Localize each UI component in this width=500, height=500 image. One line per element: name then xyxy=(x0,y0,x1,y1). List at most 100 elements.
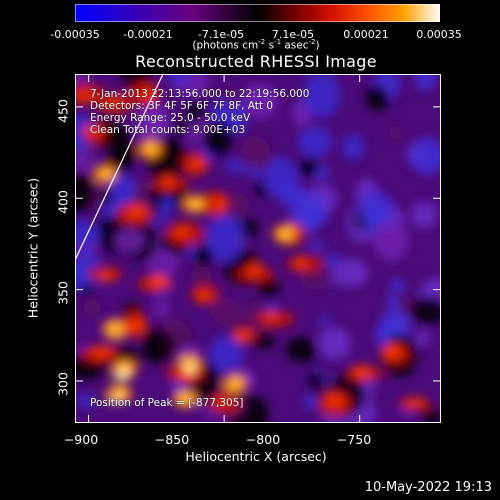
intensity-blob xyxy=(228,378,242,390)
intensity-blob xyxy=(285,337,318,363)
timestamp: 10-May-2022 19:13 xyxy=(364,480,492,495)
intensity-blob xyxy=(222,191,250,220)
intensity-blob xyxy=(126,318,146,334)
intensity-blob xyxy=(318,316,331,326)
colorbar-tick-label: 0.00021 xyxy=(343,28,389,41)
intensity-blob xyxy=(147,274,169,289)
intensity-blob xyxy=(158,151,176,166)
heatmap-image xyxy=(75,74,441,423)
intensity-blob xyxy=(210,298,241,326)
colorbar-tick-label: -0.00021 xyxy=(123,28,173,41)
chart-title: Reconstructed RHESSI Image xyxy=(135,52,377,71)
intensity-blob xyxy=(202,120,233,156)
intensity-blob xyxy=(278,228,292,240)
intensity-blob xyxy=(112,395,122,403)
intensity-blob xyxy=(389,279,406,293)
intensity-blob xyxy=(255,182,269,197)
intensity-blob xyxy=(263,157,298,198)
intensity-blob xyxy=(143,143,157,155)
intensity-blob xyxy=(265,311,279,322)
intensity-blob xyxy=(422,408,441,423)
y-tick-label: 300 xyxy=(55,372,71,396)
intensity-blob xyxy=(140,110,169,140)
x-tick-label: −800 xyxy=(245,432,281,447)
intensity-blob xyxy=(162,174,175,189)
intensity-blob xyxy=(147,187,166,206)
intensity-blob xyxy=(117,369,129,379)
intensity-blob xyxy=(359,191,394,224)
intensity-blob xyxy=(331,259,369,287)
intensity-blob xyxy=(75,261,94,290)
intensity-blob xyxy=(226,158,246,174)
intensity-blob xyxy=(166,74,192,85)
intensity-blob xyxy=(105,96,123,105)
x-tick-label: −750 xyxy=(336,432,372,447)
intensity-blob xyxy=(291,105,313,127)
intensity-blob xyxy=(186,160,209,169)
intensity-blob xyxy=(190,265,212,288)
colorbar-tick-label: 7.1e-05 xyxy=(271,28,315,41)
intensity-blob xyxy=(352,364,372,379)
annotation-energy-range: Energy Range: 25.0 - 50.0 keV xyxy=(90,112,251,124)
intensity-blob xyxy=(294,256,308,269)
intensity-blob xyxy=(147,250,179,277)
intensity-blob xyxy=(173,226,191,237)
intensity-blob xyxy=(256,278,280,296)
intensity-blob xyxy=(90,345,113,358)
intensity-blob xyxy=(195,292,213,302)
intensity-blob xyxy=(173,119,190,138)
colorbar-tick-label: -0.00035 xyxy=(50,28,100,41)
intensity-blob xyxy=(410,296,441,324)
intensity-blob xyxy=(233,330,252,343)
intensity-blob xyxy=(126,205,146,219)
intensity-blob xyxy=(240,135,270,174)
intensity-blob xyxy=(248,262,262,278)
colorbar xyxy=(75,4,440,22)
intensity-blob xyxy=(114,228,145,253)
intensity-blob xyxy=(303,74,341,118)
intensity-blob xyxy=(76,393,96,409)
intensity-blob xyxy=(100,270,114,282)
intensity-blob xyxy=(325,254,341,269)
colorbar-tick-label: -7.1e-05 xyxy=(197,28,245,41)
intensity-blob xyxy=(141,328,174,365)
intensity-blob xyxy=(365,85,390,111)
intensity-blob xyxy=(106,124,130,149)
annotation-clean-counts: Clean Total counts: 9.00E+03 xyxy=(90,124,246,136)
plot-frame xyxy=(75,74,441,423)
intensity-blob xyxy=(289,191,325,233)
intensity-blob xyxy=(415,330,431,346)
intensity-blob xyxy=(178,393,192,405)
intensity-blob xyxy=(193,244,213,268)
intensity-blob xyxy=(246,164,261,179)
intensity-blob xyxy=(309,240,325,251)
heatmap-plot-area: 7-Jan-2013 22:13:56.000 to 22:19:56.000 … xyxy=(75,74,441,423)
colorbar-tick-label: 0.00035 xyxy=(416,28,462,41)
colorbar-units: (photons cm-2 s-1 asec-2) xyxy=(192,38,320,52)
intensity-blob xyxy=(342,133,365,160)
intensity-blob xyxy=(98,168,112,180)
intensity-blob xyxy=(188,198,202,210)
intensity-blob xyxy=(245,84,266,100)
intensity-blob xyxy=(373,219,409,262)
y-axis-label: Heliocentric Y (arcsec) xyxy=(25,177,41,319)
limb-line xyxy=(75,74,164,261)
y-tick-label: 450 xyxy=(55,99,71,123)
intensity-blob xyxy=(303,394,318,410)
annotation-peak-position: Position of Peak = [-877,305] xyxy=(90,397,244,409)
intensity-blob xyxy=(81,125,102,136)
intensity-blob xyxy=(318,327,351,360)
intensity-blob xyxy=(209,335,244,373)
intensity-blob xyxy=(212,196,225,212)
x-tick-label: −900 xyxy=(63,432,99,447)
intensity-blob xyxy=(326,393,344,408)
y-tick-label: 350 xyxy=(55,281,71,305)
intensity-blob xyxy=(297,126,332,158)
intensity-blob xyxy=(184,103,207,124)
x-axis-label: Heliocentric X (arcsec) xyxy=(185,449,327,464)
intensity-blob xyxy=(109,173,136,202)
intensity-blob xyxy=(224,88,240,107)
intensity-blob xyxy=(152,300,170,317)
annotation-detectors: Detectors: 3F 4F 5F 6F 7F 8F, Att 0 xyxy=(90,100,274,112)
intensity-blob xyxy=(83,298,102,316)
